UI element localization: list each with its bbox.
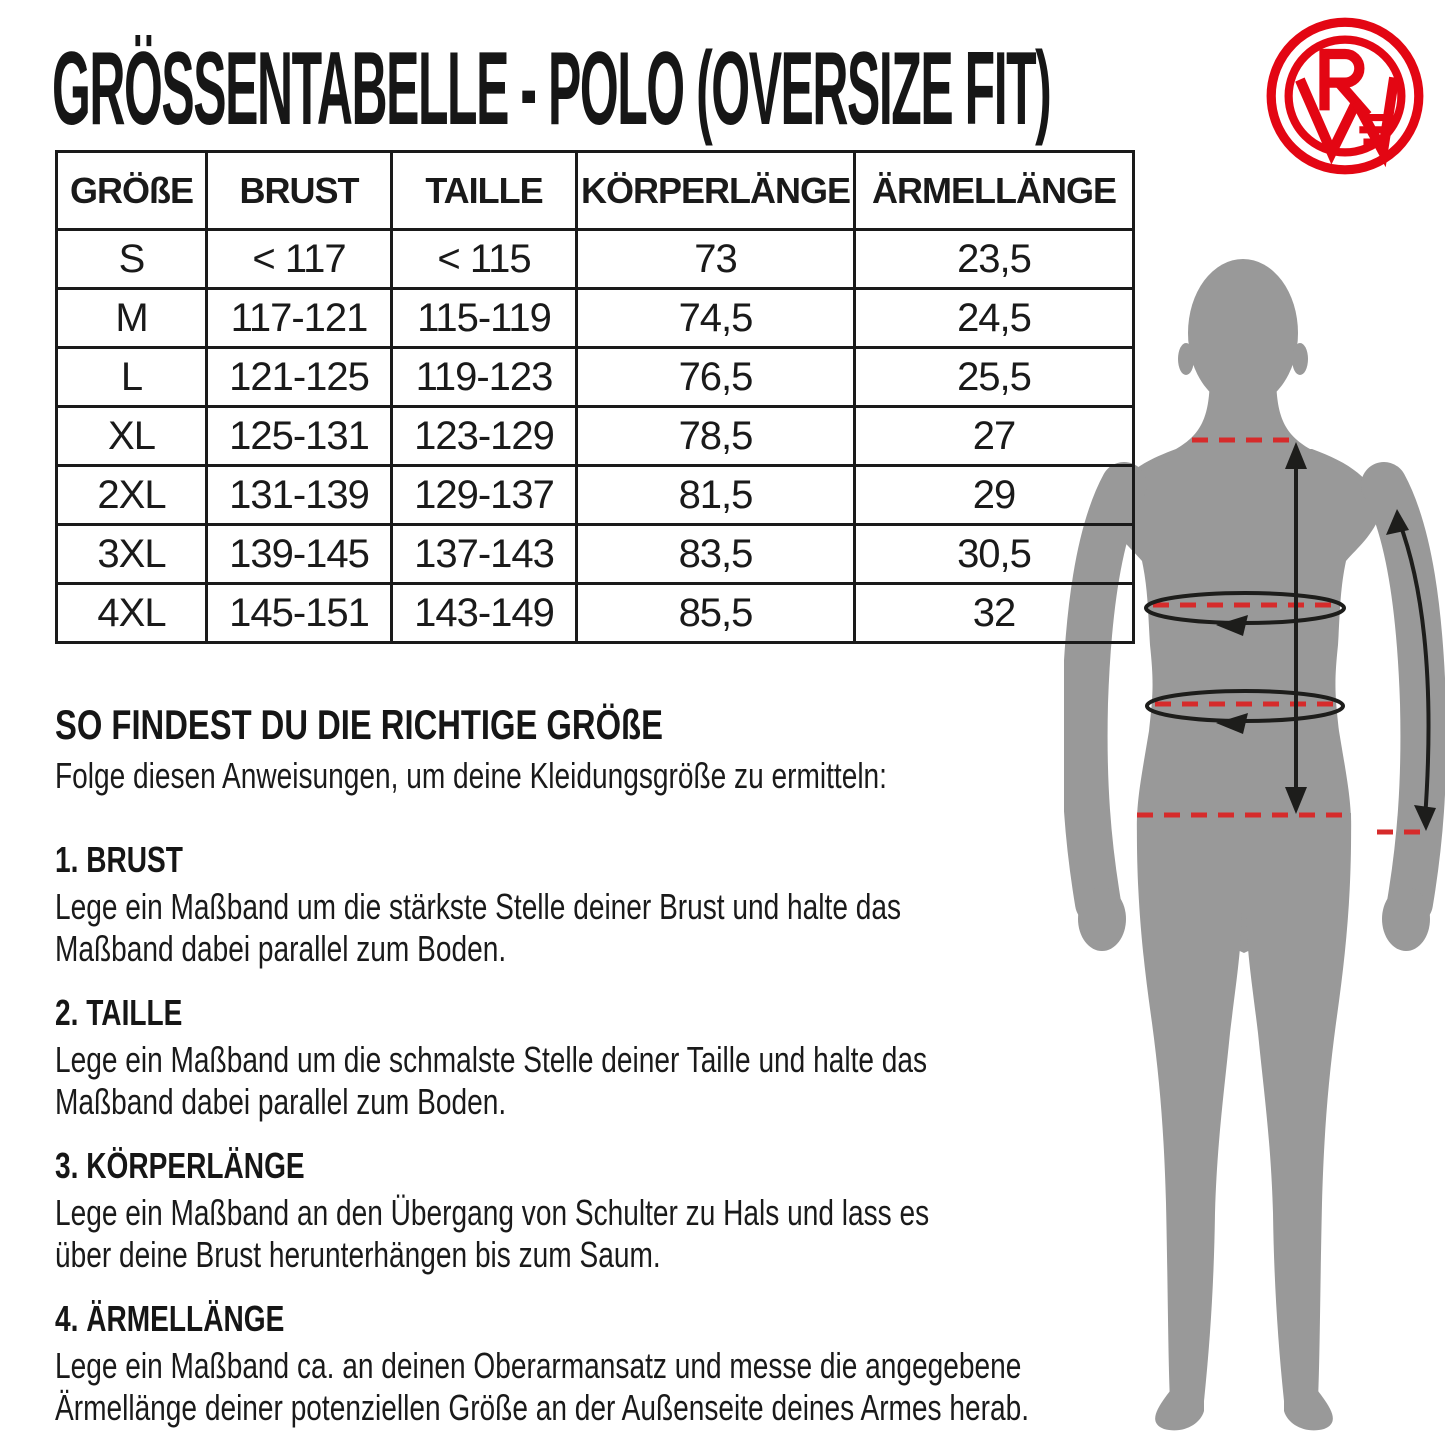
chest-girth-arrowhead-icon bbox=[1216, 615, 1248, 636]
page-title: GRÖSSENTABELLE - POLO (OVERSIZE FIT) bbox=[52, 31, 1052, 147]
step-title: 3. KÖRPERLÄNGE bbox=[55, 1145, 305, 1186]
cell-size: M bbox=[55, 287, 208, 349]
measurement-arrows bbox=[1144, 442, 1436, 831]
body-length-arrowhead-bottom-icon bbox=[1285, 787, 1307, 814]
cell-size: 4XL bbox=[55, 582, 208, 644]
cell-size: 2XL bbox=[55, 464, 208, 526]
rwe-club-logo-icon bbox=[1266, 17, 1424, 175]
cell-taille: 137-143 bbox=[390, 523, 578, 585]
table-row-s: S < 117 < 115 73 23,5 bbox=[55, 228, 1135, 290]
sleeve-length-arrowhead-bottom-icon bbox=[1414, 805, 1436, 831]
cell-koerperlaenge: 78,5 bbox=[575, 405, 856, 467]
cell-taille: 119-123 bbox=[390, 346, 578, 408]
table-row-l: L 121-125 119-123 76,5 25,5 bbox=[55, 346, 1135, 408]
guide-step-koerperlaenge: 3. KÖRPERLÄNGE Lege ein Maßband an den Ü… bbox=[55, 1146, 1075, 1276]
step-text-line: Lege ein Maßband ca. an deinen Oberarman… bbox=[55, 1345, 1022, 1386]
cell-koerperlaenge: 81,5 bbox=[575, 464, 856, 526]
cell-size: 3XL bbox=[55, 523, 208, 585]
step-text-line: Maßband dabei parallel zum Boden. bbox=[55, 928, 507, 969]
cell-koerperlaenge: 76,5 bbox=[575, 346, 856, 408]
cell-taille: 143-149 bbox=[390, 582, 578, 644]
guide-heading-text: SO FINDEST DU DIE RICHTIGE GRÖßE bbox=[55, 701, 663, 748]
table-row-4xl: 4XL 145-151 143-149 85,5 32 bbox=[55, 582, 1135, 644]
cell-koerperlaenge: 73 bbox=[575, 228, 856, 290]
step-text-line: Lege ein Maßband um die schmalste Stelle… bbox=[55, 1039, 928, 1080]
cell-brust: 131-139 bbox=[205, 464, 393, 526]
cell-koerperlaenge: 74,5 bbox=[575, 287, 856, 349]
size-table: GRÖßE BRUST TAILLE KÖRPERLÄNGE ÄRMELLÄNG… bbox=[55, 150, 1135, 644]
cell-taille: < 115 bbox=[390, 228, 578, 290]
cell-brust: 121-125 bbox=[205, 346, 393, 408]
col-header-koerperlaenge: KÖRPERLÄNGE bbox=[575, 150, 856, 231]
col-header-aermellaenge: ÄRMELLÄNGE bbox=[853, 150, 1135, 231]
measuring-guide: SO FINDEST DU DIE RICHTIGE GRÖßE Folge d… bbox=[55, 702, 1075, 1445]
cell-size: XL bbox=[55, 405, 208, 467]
step-text-line: über deine Brust herunterhängen bis zum … bbox=[55, 1234, 661, 1275]
cell-koerperlaenge: 85,5 bbox=[575, 582, 856, 644]
guide-step-brust: 1. BRUST Lege ein Maßband um die stärkst… bbox=[55, 840, 1075, 970]
cell-aermellaenge: 25,5 bbox=[853, 346, 1135, 408]
guide-step-aermellaenge: 4. ÄRMELLÄNGE Lege ein Maßband ca. an de… bbox=[55, 1299, 1075, 1429]
step-text-line: Ärmellänge deiner potenziellen Größe an … bbox=[55, 1387, 1030, 1428]
cell-taille: 123-129 bbox=[390, 405, 578, 467]
size-table-header-row: GRÖßE BRUST TAILLE KÖRPERLÄNGE ÄRMELLÄNG… bbox=[55, 150, 1135, 231]
step-text-line: Lege ein Maßband um die stärkste Stelle … bbox=[55, 886, 902, 927]
table-row-2xl: 2XL 131-139 129-137 81,5 29 bbox=[55, 464, 1135, 526]
cell-brust: 117-121 bbox=[205, 287, 393, 349]
body-length-arrowhead-top-icon bbox=[1285, 442, 1307, 469]
cell-aermellaenge: 24,5 bbox=[853, 287, 1135, 349]
cell-aermellaenge: 32 bbox=[853, 582, 1135, 644]
table-row-xl: XL 125-131 123-129 78,5 27 bbox=[55, 405, 1135, 467]
cell-taille: 129-137 bbox=[390, 464, 578, 526]
guide-step-taille: 2. TAILLE Lege ein Maßband um die schmal… bbox=[55, 993, 1075, 1123]
sleeve-length-arrow-shaft bbox=[1397, 520, 1431, 820]
guide-intro: Folge diesen Anweisungen, um deine Kleid… bbox=[55, 755, 887, 796]
step-title: 4. ÄRMELLÄNGE bbox=[55, 1298, 285, 1339]
sleeve-length-arrowhead-top-icon bbox=[1386, 509, 1409, 535]
cell-size: L bbox=[55, 346, 208, 408]
cell-taille: 115-119 bbox=[390, 287, 578, 349]
cell-koerperlaenge: 83,5 bbox=[575, 523, 856, 585]
col-header-brust: BRUST bbox=[205, 150, 393, 231]
step-text-line: Maßband dabei parallel zum Boden. bbox=[55, 1081, 507, 1122]
guide-heading: SO FINDEST DU DIE RICHTIGE GRÖßE bbox=[55, 702, 1075, 748]
cell-brust: < 117 bbox=[205, 228, 393, 290]
cell-brust: 139-145 bbox=[205, 523, 393, 585]
measurement-dashed-lines bbox=[1137, 437, 1428, 835]
cell-aermellaenge: 29 bbox=[853, 464, 1135, 526]
cell-aermellaenge: 27 bbox=[853, 405, 1135, 467]
cell-aermellaenge: 23,5 bbox=[853, 228, 1135, 290]
cell-aermellaenge: 30,5 bbox=[853, 523, 1135, 585]
col-header-taille: TAILLE bbox=[390, 150, 578, 231]
step-title: 1. BRUST bbox=[55, 839, 183, 880]
table-row-3xl: 3XL 139-145 137-143 83,5 30,5 bbox=[55, 523, 1135, 585]
table-row-m: M 117-121 115-119 74,5 24,5 bbox=[55, 287, 1135, 349]
cell-brust: 145-151 bbox=[205, 582, 393, 644]
cell-size: S bbox=[55, 228, 208, 290]
cell-brust: 125-131 bbox=[205, 405, 393, 467]
step-title: 2. TAILLE bbox=[55, 992, 183, 1033]
waist-girth-arrowhead-icon bbox=[1216, 713, 1248, 734]
col-header-groesse: GRÖßE bbox=[55, 150, 208, 231]
step-text-line: Lege ein Maßband an den Übergang von Sch… bbox=[55, 1192, 930, 1233]
